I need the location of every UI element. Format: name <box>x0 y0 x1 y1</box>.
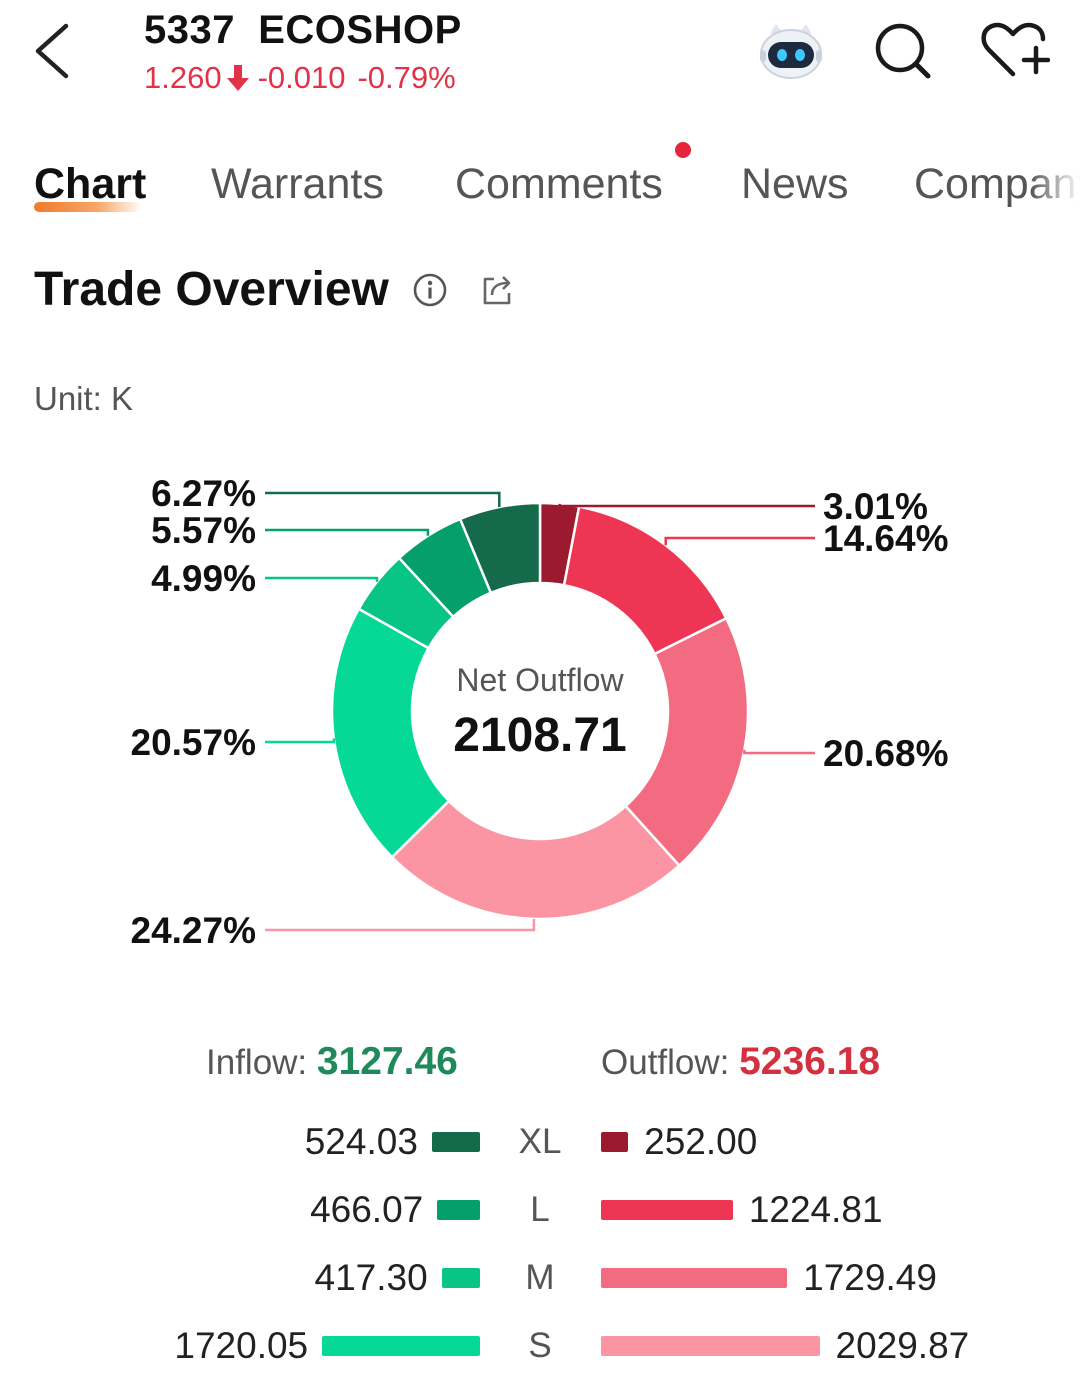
outflow-value: 5236.18 <box>739 1040 881 1083</box>
inflow-bar-s <box>322 1336 480 1356</box>
outflow-value-l: 1224.81 <box>748 1189 883 1230</box>
section-title: Trade Overview <box>34 263 389 316</box>
outflow-value-xl: 252.00 <box>644 1121 758 1162</box>
quote-line: 1.260 -0.010 -0.79% <box>144 60 456 96</box>
price-change: -0.010 <box>257 60 346 95</box>
back-arrow-icon[interactable] <box>30 22 80 80</box>
inflow-bar-m <box>441 1268 480 1288</box>
order-size-label-l: L <box>530 1190 550 1229</box>
order-size-label-xl: XL <box>518 1122 562 1161</box>
trade-donut-chart: 3.01%14.64% 20.68% 24.27% 20.57% 4.99% 5.57%6… <box>131 473 949 951</box>
price-change-percent: -0.79% <box>357 60 456 95</box>
outflow-bar-m <box>601 1268 788 1288</box>
tab-scroll-fade <box>1030 150 1080 220</box>
inflow-value-xl: 524.03 <box>304 1121 418 1162</box>
slice-percent-label: 4.99% <box>151 558 256 599</box>
tab-chart[interactable]: Chart <box>34 160 147 208</box>
leader-line-outflow-m <box>743 749 815 755</box>
leader-line-outflow-s <box>265 918 536 932</box>
slice-percent-label: 24.27% <box>131 910 257 951</box>
order-size-label-s: S <box>528 1326 552 1365</box>
outflow-bar-s <box>601 1336 820 1356</box>
active-tab-indicator <box>34 202 142 212</box>
order-size-label-m: M <box>525 1258 555 1297</box>
inflow-value-l: 466.07 <box>310 1189 424 1230</box>
notification-dot <box>675 142 691 158</box>
outflow-value-s: 2029.87 <box>835 1325 970 1366</box>
tab-warrants[interactable]: Warrants <box>211 160 384 208</box>
outflow-bar-l <box>601 1200 733 1220</box>
inflow-label: Inflow: <box>206 1043 317 1082</box>
inflow-value-s: 1720.05 <box>174 1325 309 1366</box>
outflow-value-m: 1729.49 <box>803 1257 937 1298</box>
outflow-label: Outflow: <box>601 1043 740 1082</box>
inflow-total: Inflow: 3127.46 <box>206 1040 458 1084</box>
price: 1.260 <box>144 60 222 95</box>
add-to-watchlist-heart-icon[interactable] <box>980 20 1050 80</box>
slice-percent-label: 20.57% <box>131 722 257 763</box>
tab-news[interactable]: News <box>741 160 849 208</box>
robot-assistant-icon[interactable] <box>758 20 824 80</box>
down-arrow-icon <box>226 65 249 91</box>
slice-percent-label: 20.68% <box>823 733 949 774</box>
donut-slice-inflow-s <box>330 607 451 859</box>
leader-line-inflow-l <box>265 528 430 536</box>
donut-slice-inflow-xl <box>458 501 542 595</box>
leader-line-inflow-s <box>265 738 336 744</box>
slice-percent-label: 14.64% <box>823 518 949 559</box>
inflow-bar-l <box>437 1200 480 1220</box>
net-flow-label: Net Outflow <box>456 662 624 698</box>
leader-line-outflow-l <box>664 536 815 546</box>
inflow-value-m: 417.30 <box>314 1257 428 1298</box>
outflow-total: Outflow: 5236.18 <box>601 1040 880 1084</box>
share-icon[interactable] <box>480 273 514 307</box>
slice-percent-label: 5.57% <box>151 510 256 551</box>
stock-title: 5337 ECOSHOP <box>144 8 462 52</box>
leader-line-inflow-xl <box>265 491 501 508</box>
donut-slice-outflow-m <box>623 616 750 868</box>
inflow-value: 3127.46 <box>316 1040 458 1083</box>
search-icon[interactable] <box>872 20 934 82</box>
slice-percent-label: 3.01% <box>823 486 928 527</box>
leader-line-outflow-xl <box>558 503 815 508</box>
unit-label: Unit: K <box>34 380 134 417</box>
outflow-bar-xl <box>601 1132 629 1152</box>
leader-line-inflow-m <box>265 576 379 582</box>
info-icon[interactable] <box>412 272 448 308</box>
net-flow-value: 2108.71 <box>453 709 627 762</box>
donut-slice-outflow-s <box>390 799 681 921</box>
slice-percent-label: 6.27% <box>151 473 256 514</box>
inflow-bar-xl <box>431 1132 480 1152</box>
tab-comments[interactable]: Comments <box>455 160 663 208</box>
